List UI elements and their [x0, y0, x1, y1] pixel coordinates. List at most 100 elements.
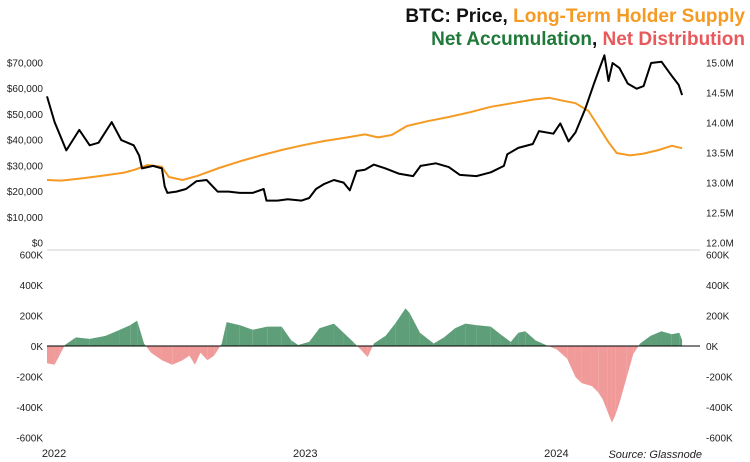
top-series: [46, 54, 684, 202]
right-tick-1: 12.5M: [706, 209, 734, 220]
flow-segment: [252, 326, 268, 347]
flow-segment: [161, 346, 173, 365]
flow-right-tick-5: 400K: [706, 281, 730, 292]
flow-right-tick-0: -600K: [706, 434, 733, 445]
flow-segment: [650, 331, 662, 347]
right-axis-top: 12.0M 12.5M 13.0M 13.5M 14.0M 14.5M 15.0M: [706, 59, 734, 250]
title-part-0: Net Accumulation: [431, 29, 592, 50]
flow-left-tick-2: -200K: [16, 373, 43, 384]
flow-segment: [661, 331, 672, 347]
flow-segment: [105, 329, 120, 347]
flow-segment: [510, 332, 519, 347]
price-line: [46, 54, 684, 202]
left-tick-3: $30,000: [7, 161, 44, 172]
flow-segment: [476, 325, 491, 347]
flow-segment: [291, 340, 299, 347]
flow-right-tick-1: -400K: [706, 403, 733, 414]
flow-segment: [598, 346, 603, 400]
flow-segment: [385, 323, 396, 347]
flow-segment: [309, 328, 320, 347]
flow-segment: [405, 308, 410, 347]
left-tick-1: $10,000: [7, 213, 44, 224]
flow-segment: [619, 346, 627, 403]
flow-segment: [626, 346, 634, 379]
flow-left-tick-5: 400K: [20, 281, 44, 292]
flow-segment: [172, 346, 183, 365]
left-tick-0: $0: [32, 239, 44, 250]
x-tick-0: 2022: [42, 448, 66, 460]
flow-segment: [194, 346, 201, 365]
flow-segment: [362, 346, 368, 358]
flow-segment: [567, 346, 576, 377]
left-tick-4: $40,000: [7, 136, 44, 147]
flow-segment: [239, 325, 253, 347]
title-part-0: BTC: Price,: [405, 6, 513, 27]
title-part-2: Net Distribution: [603, 29, 746, 50]
flow-segment: [556, 346, 568, 359]
flow-segment: [226, 322, 240, 347]
flow-segment: [298, 341, 310, 347]
flow-segment: [281, 326, 292, 347]
title-part-1: Long-Term Holder Supply: [513, 6, 745, 27]
flow-segment: [75, 337, 90, 347]
left-axis-bottom: -600K -400K -200K 0K 200K 400K 600K: [16, 251, 43, 445]
flow-segment: [607, 346, 612, 423]
flow-right-tick-3: 0K: [706, 342, 719, 353]
flow-segment: [679, 332, 683, 347]
right-tick-0: 12.0M: [706, 239, 734, 250]
flow-segment: [535, 340, 546, 347]
x-tick-2: 2024: [544, 448, 568, 460]
flow-segment: [59, 346, 65, 356]
flow-segment: [343, 332, 354, 347]
flow-segment: [119, 325, 131, 347]
flow-segment: [137, 320, 145, 347]
x-tick-1: 2023: [293, 448, 317, 460]
flow-segment: [182, 346, 190, 361]
flow-segment: [319, 323, 334, 347]
flow-segment: [633, 346, 639, 355]
flow-segment: [465, 323, 477, 347]
flow-segment: [367, 346, 373, 358]
flow-segment: [455, 323, 466, 347]
flow-segment: [615, 346, 620, 416]
flow-segment: [353, 341, 358, 347]
left-tick-5: $50,000: [7, 110, 44, 121]
flow-left-tick-0: -600K: [16, 434, 43, 445]
right-tick-2: 13.0M: [706, 179, 734, 190]
flow-left-tick-4: 200K: [20, 312, 44, 323]
flow-segment: [671, 332, 680, 347]
flow-segment: [433, 337, 445, 347]
chart-subtitle: Net Accumulation, Net Distribution: [431, 29, 745, 50]
flow-segment: [409, 312, 420, 347]
flow-segment: [64, 337, 76, 347]
flow-segment: [267, 326, 282, 347]
flow-segment: [419, 332, 434, 347]
flow-segment: [575, 346, 582, 384]
flow-segment: [395, 308, 406, 347]
left-axis-top: $0 $10,000 $20,000 $30,000 $40,000 $50,000 $60…: [7, 59, 44, 250]
right-axis-bottom: -600K -400K -200K 0K 200K 400K 600K: [706, 251, 733, 445]
left-tick-6: $60,000: [7, 84, 44, 95]
flow-area: [47, 308, 683, 423]
flow-segment: [640, 335, 651, 347]
flow-segment: [518, 331, 526, 347]
flow-segment: [207, 346, 215, 361]
flow-segment: [611, 346, 616, 423]
x-axis: 2022 2023 2024: [42, 448, 569, 460]
flow-segment: [581, 346, 592, 387]
flow-segment: [602, 346, 608, 411]
left-tick-2: $20,000: [7, 187, 44, 198]
flow-left-tick-6: 600K: [20, 251, 44, 262]
flow-segment: [47, 346, 55, 365]
title-part-1: ,: [592, 29, 603, 50]
chart-title: BTC: Price, Long-Term Holder Supply: [405, 6, 745, 27]
flow-segment: [150, 346, 162, 361]
flow-segment: [549, 346, 557, 350]
flow-segment: [200, 346, 208, 361]
right-tick-4: 14.0M: [706, 119, 734, 130]
flow-segment: [130, 320, 138, 347]
flow-segment: [146, 346, 151, 353]
flow-segment: [89, 335, 106, 347]
flow-segment: [214, 346, 220, 356]
flow-segment: [357, 346, 363, 352]
